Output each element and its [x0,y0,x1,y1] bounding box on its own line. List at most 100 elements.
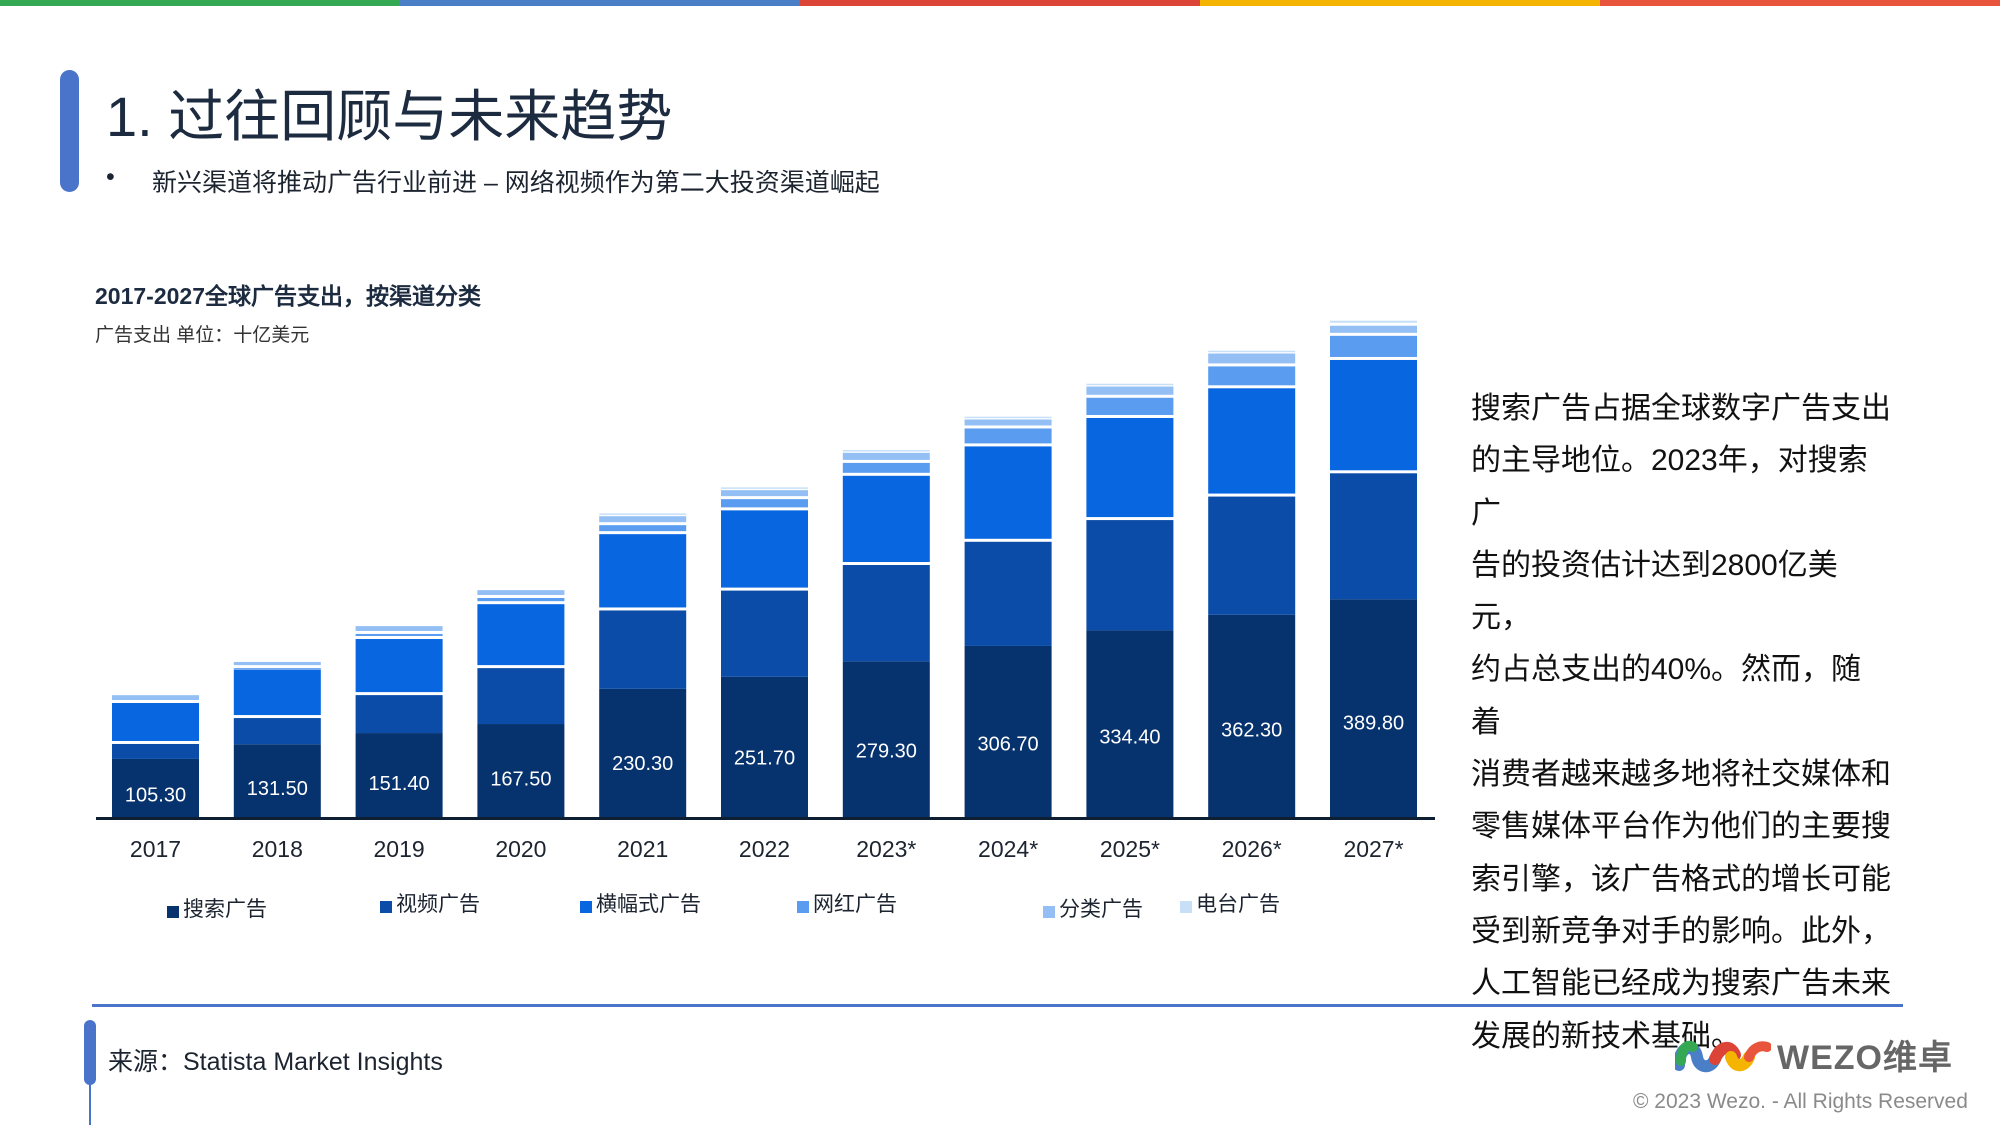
x-tick-label: 2019 [374,836,425,862]
bar-segment [355,639,443,693]
top-color-bar [0,0,2000,6]
bar-segment [355,733,443,818]
bar-segment [1208,366,1296,386]
bar-segment [599,688,687,818]
legend-item: 横幅式广告 [580,888,701,918]
data-label: 251.70 [734,747,795,769]
page-subtitle: 新兴渠道将推动广告行业前进 – 网络视频作为第二大投资渠道崛起 [152,169,880,197]
bar-segment [842,475,930,563]
bar-segment [721,510,808,588]
bar-segment [842,452,930,460]
legend-item: 网红广告 [797,888,897,918]
legend-item: 电台广告 [1180,888,1280,918]
data-label: 389.80 [1343,713,1404,735]
legend-item: 视频广告 [380,888,480,918]
bar-segment [233,744,321,818]
commentary-line: 受到新竞争对手的影响。此外， [1471,914,1891,948]
commentary-line: 索引擎，该广告格式的增长可能 [1471,862,1891,896]
legend-label: 横幅式广告 [596,893,701,916]
data-label: 151.40 [369,773,430,795]
bar-segment [1330,325,1417,333]
data-label: 131.50 [247,778,308,800]
bar-segment [477,604,565,666]
copyright: © 2023 Wezo. - All Rights Reserved [1633,1090,1968,1113]
wezo-logo: WEZO维卓 [1675,1030,1953,1079]
legend-label: 搜索广告 [183,898,267,921]
bar-segment [1086,397,1174,415]
top-bar-segment [0,0,400,6]
bar-segment [1086,386,1174,395]
source-accent-line [89,1080,91,1125]
commentary-line: 告的投资估计达到2800亿美元， [1471,548,1838,635]
bar-segment [964,645,1052,818]
commentary-line: 人工智能已经成为搜索广告未来 [1471,967,1891,1001]
top-bar-segment [1600,0,2000,6]
x-tick-label: 2018 [252,836,303,862]
stacked-bar-chart: 105.30 2017 131.50 2018 151.40 2019 167.50 2020… [96,320,1435,862]
bar-segment [1208,496,1296,615]
bar-segment [112,695,199,701]
x-tick-label: 2021 [617,836,668,862]
legend-swatch [797,901,809,913]
bar-segment [964,419,1052,426]
bar-segment [1330,320,1417,323]
bar-segment [1330,359,1417,471]
commentary-line: 搜索广告占据全球数字广告支出 [1471,392,1891,425]
bar-segment [477,598,565,602]
x-tick-label: 2023* [856,836,916,862]
data-label: 279.30 [856,740,917,762]
bar-segment [477,724,565,818]
source-text: 来源：Statista Market Insights [108,1048,443,1076]
data-label: 334.40 [1099,727,1160,749]
bar-segment [112,743,199,759]
legend-swatch [380,901,392,913]
x-tick-label: 2025* [1100,836,1160,862]
legend-label: 分类广告 [1059,898,1143,921]
bar-segment [599,534,687,608]
bar-segment [355,626,443,631]
bar-segment [233,718,321,745]
bar-segment [721,590,808,677]
bar-segment [964,428,1052,444]
bar-segment [1086,630,1174,818]
data-label: 230.30 [612,753,673,775]
chart-unit: 广告支出 单位：十亿美元 [95,325,310,346]
footer-divider [92,1004,1903,1007]
commentary-line: 零售媒体平台作为他们的主要搜 [1471,810,1891,844]
bar-segment [1330,335,1417,357]
bar-segment [1208,388,1296,494]
legend-label: 电台广告 [1196,893,1280,916]
bar-segment [842,565,930,662]
bar-segment [1208,350,1296,353]
bar-segment [233,669,321,716]
bar-segment [599,513,687,515]
legend-item: 分类广告 [1043,893,1143,923]
x-tick-label: 2020 [495,836,546,862]
legend-swatch [1043,906,1055,918]
bar-segment [842,462,930,473]
bar-segment [721,676,808,818]
legend-label: 视频广告 [396,893,480,916]
bar-segment [355,695,443,734]
page-title: 1. 过往回顾与未来趋势 [106,85,673,148]
bar-segment [599,610,687,689]
title-accent-bar [60,70,79,192]
bar-segment [1208,353,1296,364]
top-bar-segment [1200,0,1600,6]
bar-segment [1086,417,1174,518]
data-label: 167.50 [490,769,551,791]
bar-segment [599,525,687,532]
bar-segment [842,450,930,452]
bullet-dot: • [106,163,115,191]
x-tick-label: 2022 [739,836,790,862]
bar-segment [233,668,321,670]
data-label: 362.30 [1221,720,1282,742]
bar-segment [1330,473,1417,600]
bar-segment [477,590,565,596]
bar-segment [964,541,1052,646]
bar-segment [1208,614,1296,818]
legend-swatch [1180,901,1192,913]
commentary-text: 搜索广告占据全球数字广告支出 的主导地位。2023年，对搜索广 告的投资估计达到28… [1471,383,1891,1063]
top-bar-segment [400,0,800,6]
bar-segment [233,661,321,666]
